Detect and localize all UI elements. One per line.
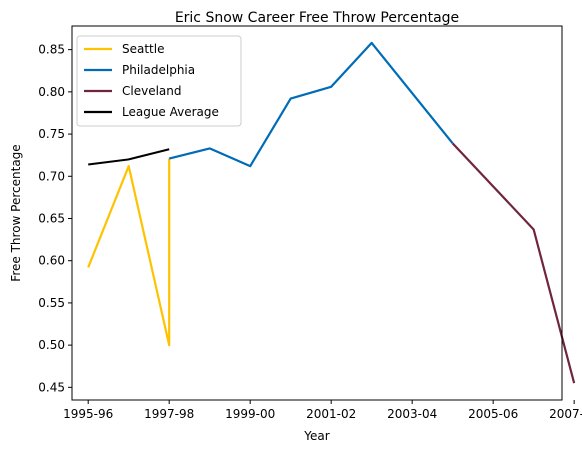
legend-box <box>76 35 242 127</box>
y-tick-label: 0.75 <box>38 127 65 141</box>
series-line-league-average <box>88 148 170 166</box>
x-tick-label: 2003-04 <box>387 407 437 421</box>
legend-label-philadelphia: Philadelphia <box>122 63 195 77</box>
x-tick-label: 1997-98 <box>144 407 194 421</box>
series-layer <box>87 41 576 384</box>
x-tick-label: 2001-02 <box>306 407 356 421</box>
x-tick-label: 2005-06 <box>468 407 518 421</box>
y-axis: 0.45 0.50 0.55 0.60 0.65 0.70 0.75 0.80 0.85 <box>38 43 72 394</box>
chart-title: Eric Snow Career Free Throw Percentage <box>175 10 459 26</box>
legend-label-league-average: League Average <box>122 105 219 119</box>
y-tick-label: 0.70 <box>38 169 65 183</box>
y-tick-label: 0.45 <box>38 380 65 394</box>
x-tick-label: 1995-96 <box>63 407 113 421</box>
series-line-seattle <box>87 158 171 347</box>
x-tick-label: 2007-08 <box>549 407 582 421</box>
plot-frame <box>71 25 563 401</box>
y-tick-label: 0.60 <box>38 254 65 268</box>
y-tick-label: 0.85 <box>38 43 65 57</box>
y-axis-label: Free Throw Percentage <box>9 144 23 281</box>
legend: Seattle Philadelphia Cleveland League Avera… <box>76 35 242 127</box>
y-tick-label: 0.80 <box>38 85 65 99</box>
series-line-philadelphia <box>168 41 454 168</box>
y-tick-label: 0.65 <box>38 211 65 225</box>
y-tick-label: 0.50 <box>38 338 65 352</box>
legend-label-seattle: Seattle <box>122 42 164 56</box>
x-axis: 1995-96 1997-98 1999-00 2001-02 2003-04 2005-… <box>63 400 582 421</box>
y-tick-label: 0.55 <box>38 296 65 310</box>
x-axis-label: Year <box>303 429 329 443</box>
x-tick-label: 1999-00 <box>225 407 275 421</box>
series-line-cleveland <box>451 142 576 384</box>
legend-label-cleveland: Cleveland <box>122 84 182 98</box>
